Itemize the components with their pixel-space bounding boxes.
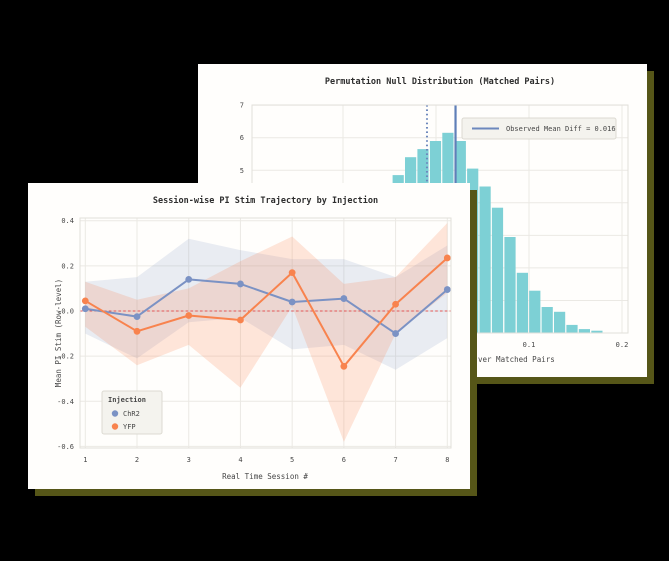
y-tick-label: 5 [240,167,244,175]
y-tick-label: -0.0 [57,308,74,316]
confidence-bands [85,223,448,442]
trajectory-panel: Session-wise PI Stim Trajectory by Injec… [28,183,470,489]
legend-box [101,390,163,435]
y-tick-label: 0.2 [61,262,74,270]
x-tick-label: 2 [135,456,139,464]
marker-ChR2 [340,295,348,302]
histogram-x-axis-label: ver Matched Pairs [478,355,555,364]
x-tick-label: 0.2 [616,341,629,349]
legend-entry-label: YFP [123,423,136,431]
line-YFP [84,257,448,368]
trajectory-chart: 1 2 3 4 5 6 7 8 0.4 0.2 -0.0 -0.2 -0.4 -0.6 Real Time … [54,217,452,481]
marker-ChR2 [288,298,296,306]
histogram-title: Permutation Null Distribution (Matched P… [324,77,556,87]
marker-ChR2 [185,276,193,283]
x-tick-label: 5 [290,456,294,464]
y-tick-label: 6 [240,134,244,142]
legend-box [461,117,617,140]
marker-ChR2 [392,330,399,337]
marker-YFP [443,254,451,262]
marker-YFP [133,327,141,335]
band-YFP [85,223,448,442]
trajectory-y-axis-label: Mean PI Stim (Row-level) [54,279,63,387]
x-tick-label: 0.1 [523,341,536,349]
band-ChR2 [85,238,448,370]
marker-YFP [81,297,89,305]
histogram-bar [591,330,603,333]
histogram-bar [467,168,479,333]
histogram-bar [541,307,553,333]
marker-YFP [288,269,296,277]
trajectory-axis-ticks: 1 2 3 4 5 6 7 8 0.4 0.2 -0.0 -0.2 -0.4 -0.6 [57,217,449,464]
x-tick-label: 7 [393,456,397,464]
marker-YFP [237,316,244,324]
legend-label: Observed Mean Diff = 0.016 [506,125,616,133]
marker-YFP [185,312,193,319]
trajectory-title: Session-wise PI Stim Trajectory by Injec… [152,196,379,206]
histogram-axis-ticks: 5 6 7 0.1 0.2 [240,102,629,349]
x-tick-label: 8 [445,456,449,464]
y-tick-label: -0.4 [57,398,74,406]
line-ChR2 [85,278,448,335]
trajectory-legend: Injection ChR2 YFP [101,390,163,435]
histogram-bar [529,290,541,333]
marker-ChR2 [237,280,244,288]
histogram-legend: Observed Mean Diff = 0.016 [461,117,617,140]
y-tick-label: 7 [240,102,244,110]
legend-title: Injection [108,396,146,404]
histogram-bar [578,329,590,333]
marker-ChR2 [133,313,141,321]
trajectory-plot-border [79,217,452,449]
legend-dot-YFP [111,423,119,430]
x-tick-label: 6 [342,456,346,464]
marker-YFP [340,362,348,370]
histogram-bar [504,237,516,333]
marker-YFP [392,300,399,308]
x-tick-label: 3 [187,456,191,464]
marker-ChR2 [443,286,451,293]
legend-entry-label: ChR2 [123,410,140,418]
histogram-bar [491,207,504,333]
histogram-bar [479,186,491,333]
y-tick-label: -0.6 [57,443,74,451]
histogram-bar [554,311,566,333]
trajectory-x-axis-label: Real Time Session # [222,472,308,481]
x-tick-label: 1 [83,456,87,464]
y-tick-label: 0.4 [61,217,74,225]
trajectory-lines [81,254,451,370]
histogram-bar [516,272,528,333]
histogram-bar [566,324,578,333]
x-tick-label: 4 [238,456,242,464]
marker-ChR2 [81,305,89,313]
y-tick-label: -0.2 [57,353,74,361]
legend-dot-ChR2 [111,410,119,417]
